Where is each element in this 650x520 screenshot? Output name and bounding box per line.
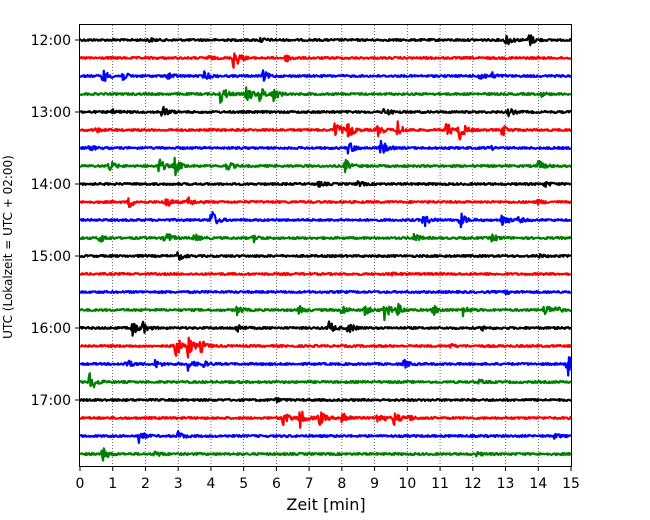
trace-1515: [79, 271, 572, 277]
y-tick-label: 13:00: [31, 105, 71, 121]
x-tick-label: 6: [272, 476, 281, 492]
trace-1345: [79, 156, 572, 177]
trace-1430: [79, 211, 572, 229]
trace-1415: [79, 196, 572, 209]
x-tick-label: 15: [562, 476, 580, 492]
trace-1730: [79, 430, 572, 444]
x-axis-ticks: 0 1 2 3 4 5 6 7 8 9 10 11 12 13 14 15: [76, 466, 580, 492]
y-tick-label: 15:00: [31, 249, 71, 265]
trace-1400: [79, 180, 572, 188]
x-tick-label: 11: [431, 476, 449, 492]
x-tick-label: 4: [206, 476, 215, 492]
plot-frame: [79, 24, 572, 467]
x-tick-label: 8: [337, 476, 346, 492]
x-tick-label: 9: [370, 476, 379, 492]
x-tick-label: 7: [305, 476, 314, 492]
trace-1500: [79, 251, 572, 261]
x-tick-label: 2: [141, 476, 150, 492]
trace-1445: [79, 232, 572, 244]
trace-1745: [79, 447, 572, 462]
trace-1245: [79, 86, 572, 104]
trace-1315: [79, 120, 572, 141]
x-axis-label: Zeit [min]: [286, 495, 365, 514]
trace-1300: [79, 105, 572, 118]
y-tick-label: 16:00: [31, 321, 71, 337]
x-tick-label: 5: [239, 476, 248, 492]
trace-1715: [79, 410, 573, 429]
y-axis-ticks: 12:00 13:00 14:00 15:00 16:00 17:00: [31, 33, 80, 409]
trace-1645: [79, 372, 572, 389]
x-tick-label: 13: [497, 476, 515, 492]
trace-1545: [79, 302, 572, 322]
trace-1230: [79, 69, 572, 83]
trace-1330: [79, 139, 572, 155]
trace-1530: [79, 289, 572, 296]
y-tick-label: 17:00: [31, 393, 71, 409]
traces: [79, 34, 573, 462]
y-axis-label: UTC (Lokalzeit = UTC + 02:00): [1, 155, 15, 339]
y-tick-label: 12:00: [31, 33, 71, 49]
trace-1600: [79, 320, 572, 337]
trace-1215: [79, 52, 572, 69]
x-tick-label: 0: [76, 476, 85, 492]
x-tick-label: 1: [108, 476, 117, 492]
y-tick-label: 14:00: [31, 177, 71, 193]
trace-1700: [79, 396, 572, 404]
trace-1200: [79, 34, 572, 47]
x-tick-label: 10: [398, 476, 416, 492]
trace-1615: [79, 336, 572, 359]
x-tick-label: 14: [529, 476, 547, 492]
x-tick-label: 12: [464, 476, 482, 492]
x-tick-label: 3: [174, 476, 183, 492]
trace-1630: [79, 356, 573, 377]
